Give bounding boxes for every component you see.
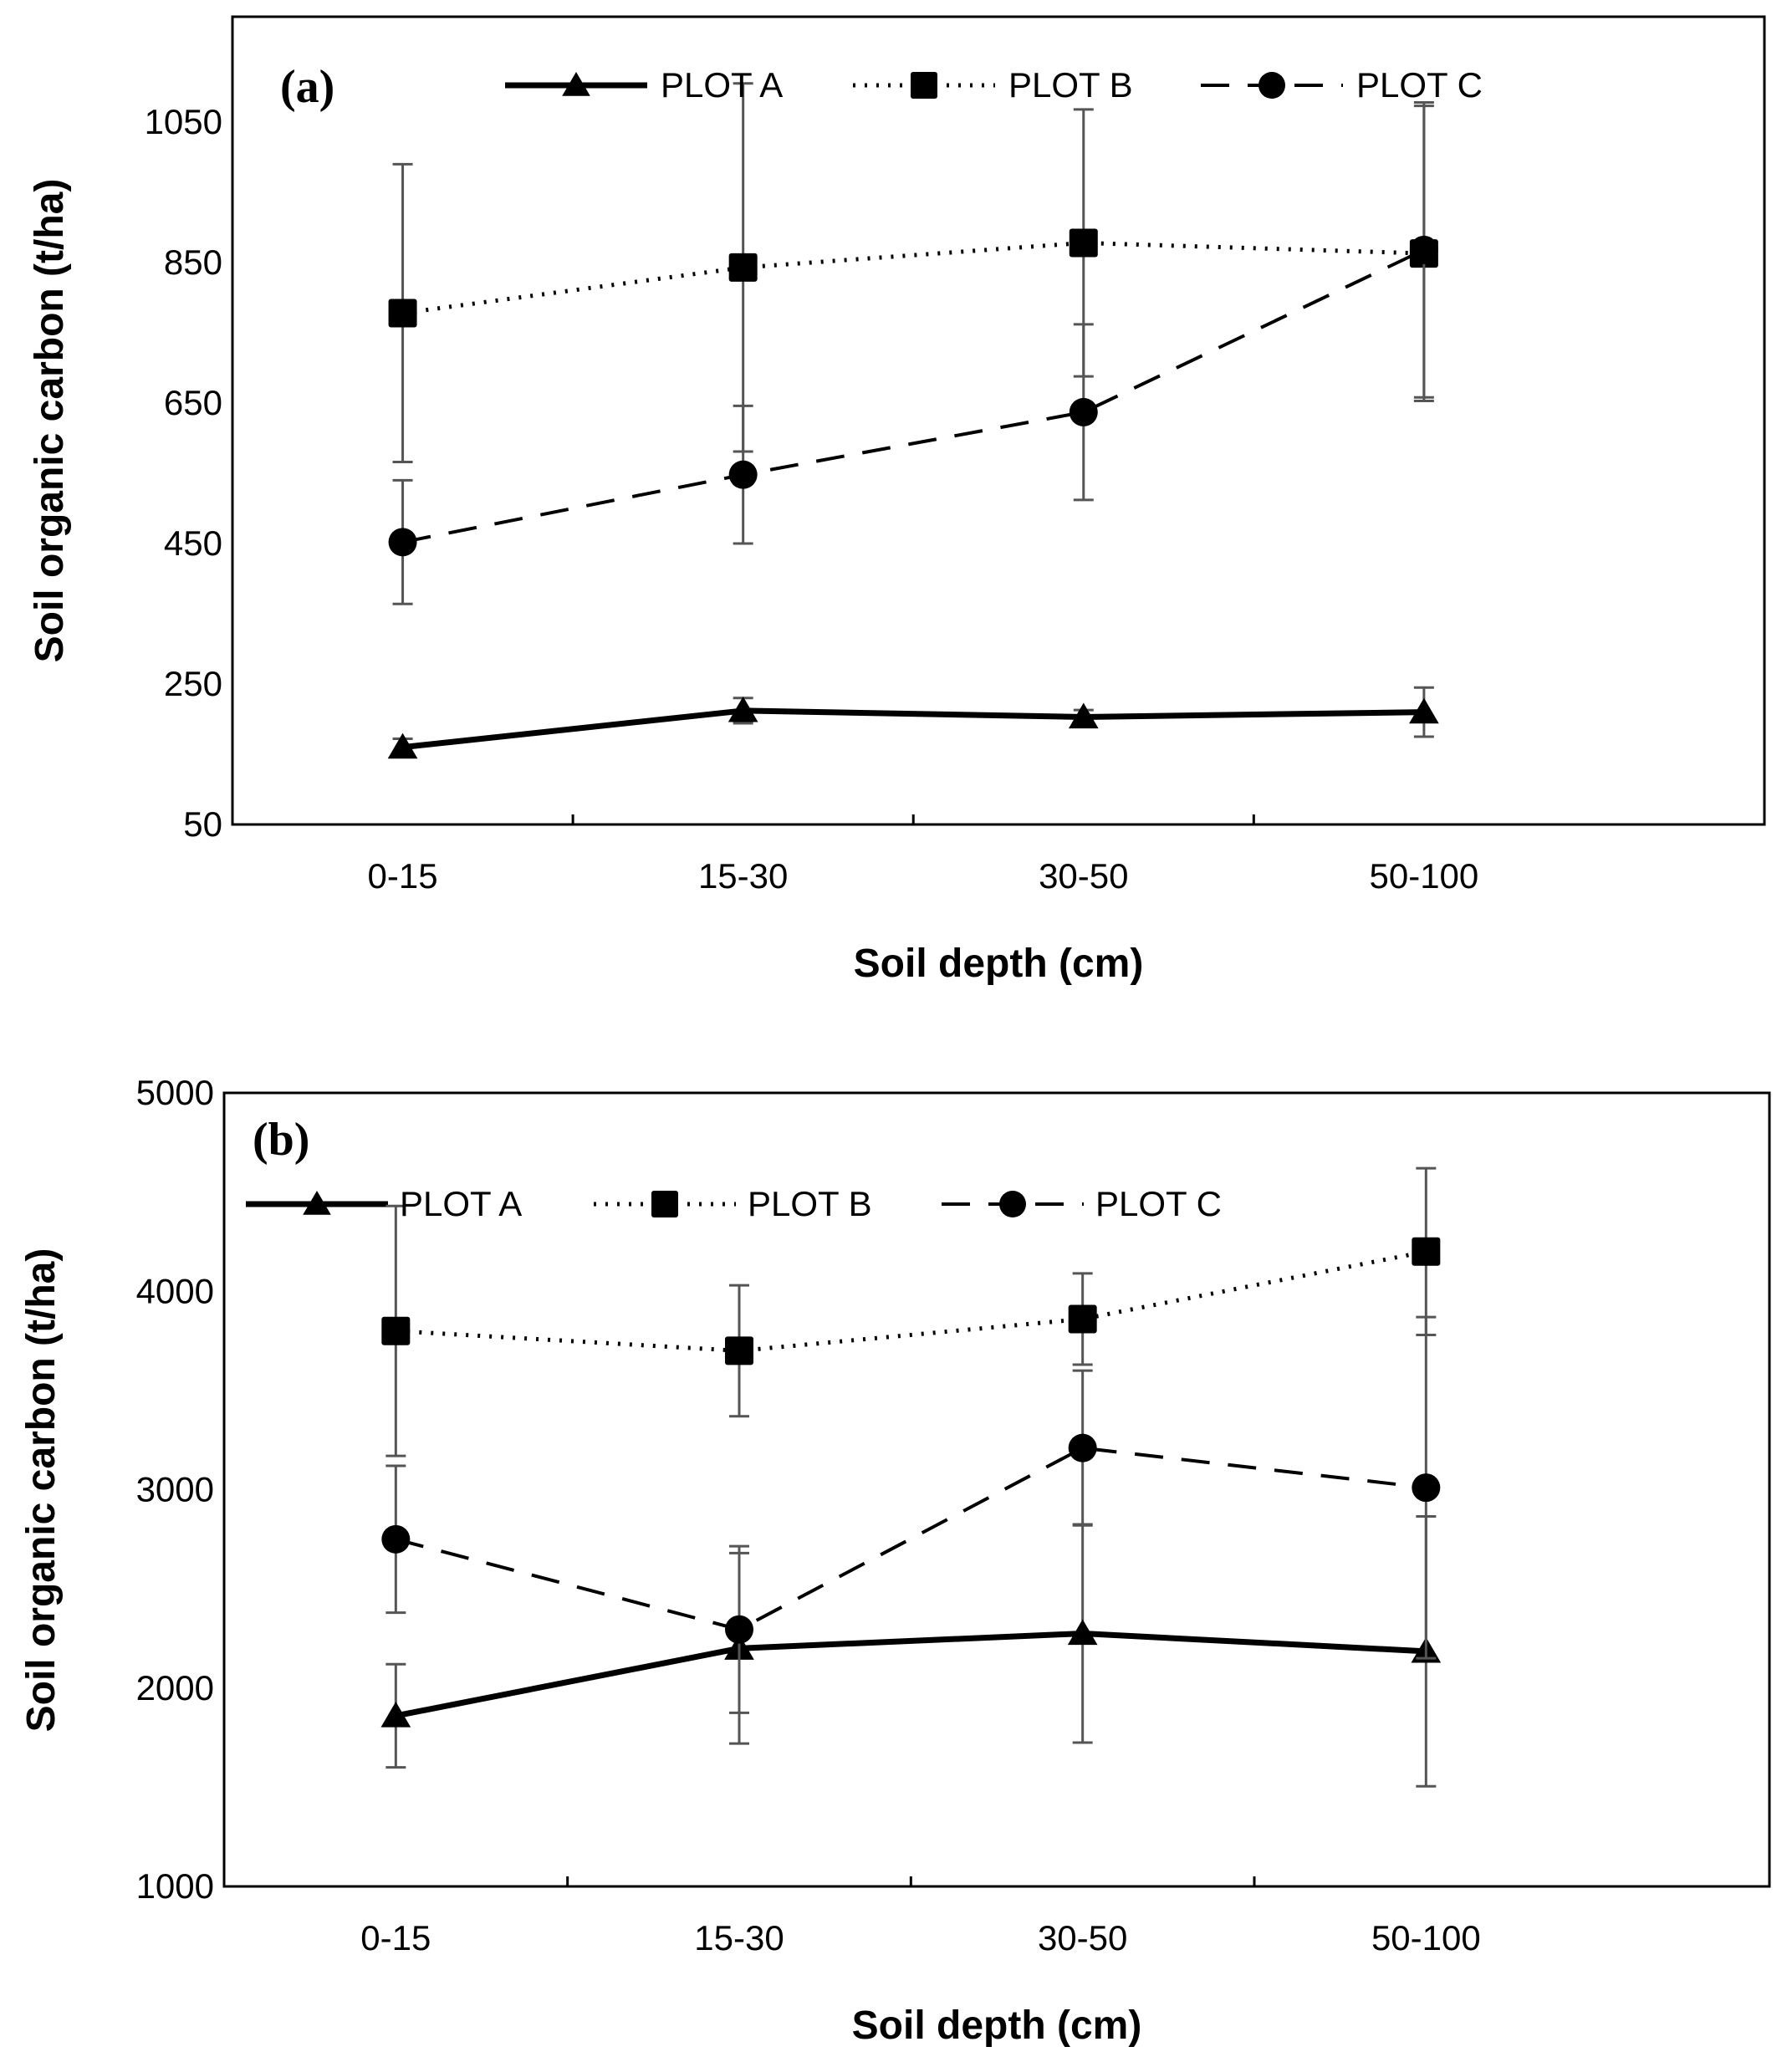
panel-b-data-point-plot-a (1067, 1619, 1098, 1646)
panel-a-data-point-plot-c (728, 460, 758, 489)
legend-a-label-plot-a: PLOT A (661, 65, 783, 105)
x-axis-title-b: Soil depth (cm) (852, 2003, 1142, 2048)
panel-a-data-point-plot-c (1069, 397, 1098, 426)
panel-a-data-point-plot-a (728, 696, 758, 722)
panel-a-data-point-plot-c (388, 528, 417, 557)
panel-a-data-point-plot-b (728, 253, 758, 282)
panel-b-legend-marker (303, 1191, 331, 1215)
panel-a-chart: 50 250 450 650 850 1050 0-15 15-30 30-50 50-100 (… (28, 15, 1766, 986)
panel-a-data-point-plot-b (388, 299, 417, 328)
panel-a-y-tick-label: 650 (164, 383, 222, 422)
panel-b-x-tick-label: 15-30 (694, 1918, 784, 1957)
panel-a-series-line-plot-b (402, 240, 1424, 315)
panel-b-legend-marker (651, 1191, 678, 1217)
y-axis-title-a: Soil organic carbon (t/ha) (28, 179, 72, 663)
panel-a-y-tick-label: 450 (164, 523, 222, 563)
panel-b-x-tick-label: 0-15 (360, 1918, 431, 1957)
panel-b-x-tick-label: 30-50 (1038, 1918, 1127, 1957)
panel-b-series-line-plot-a (395, 1631, 1427, 1719)
panel-a-data-point-plot-b (1069, 228, 1098, 258)
panel-a-series-line-plot-a (402, 707, 1424, 751)
plot-frame-a (231, 15, 1766, 826)
panel-b-data-point-plot-c (725, 1615, 753, 1644)
panel-b-y-tick-label: 4000 (136, 1271, 214, 1310)
panel-b-data-point-plot-b (1068, 1304, 1097, 1334)
panel-a-legend-marker (562, 72, 590, 96)
panel-a-x-tick-label: 15-30 (698, 856, 788, 896)
panel-a-legend-marker (911, 72, 937, 99)
panel-b-legend-marker (999, 1191, 1026, 1217)
panel-b-chart: 1000 2000 3000 4000 5000 0-15 15-30 30-50 50-100… (19, 1073, 1771, 2048)
panel-b-y-tick-label: 3000 (136, 1470, 214, 1509)
panel-b-data-point-plot-c (381, 1524, 411, 1554)
legend-a: PLOT A PLOT B PLOT C (661, 65, 1483, 105)
panel-a-y-tick-label: 1050 (145, 102, 222, 141)
panel-a-data-point-plot-a (387, 732, 418, 759)
panel-label-a: (a) (280, 61, 334, 113)
legend-b: PLOT A PLOT B PLOT C (400, 1184, 1222, 1223)
panel-a-data-point-plot-a (1068, 702, 1099, 729)
panel-a-series-line-plot-c (402, 248, 1425, 544)
panel-b-data-point-plot-a (380, 1701, 411, 1728)
panel-a-x-tick-label: 50-100 (1369, 856, 1478, 896)
panel-b-data-point-plot-c (1068, 1433, 1097, 1462)
legend-b-label-plot-c: PLOT C (1095, 1184, 1222, 1223)
panel-a-data-point-plot-c (1409, 235, 1438, 264)
legend-a-label-plot-b: PLOT B (1008, 65, 1133, 105)
panel-b-data-point-plot-c (1412, 1473, 1441, 1503)
panel-a-y-tick-label: 850 (164, 242, 222, 282)
panel-a-data-point-plot-a (1409, 697, 1439, 724)
panel-b-data-point-plot-b (381, 1316, 411, 1345)
panel-b-data-point-plot-b (1412, 1237, 1441, 1266)
panel-a-x-tick-label: 0-15 (368, 856, 438, 896)
panel-a-legend-marker (1258, 72, 1285, 99)
panel-b-x-tick-label: 50-100 (1371, 1918, 1481, 1957)
panel-b-y-tick-label: 2000 (136, 1668, 214, 1707)
plot-frame-b (222, 1091, 1771, 1888)
panel-b-y-tick-label: 5000 (136, 1073, 214, 1112)
y-axis-title-b: Soil organic carbon (t/ha) (19, 1248, 64, 1733)
panel-b-y-tick-label: 1000 (136, 1866, 214, 1906)
panel-a-y-tick-label: 50 (183, 804, 222, 844)
panel-b-data-point-plot-b (725, 1336, 753, 1365)
panel-a-y-tick-label: 250 (164, 664, 222, 703)
panel-label-b: (b) (253, 1114, 309, 1166)
legend-a-label-plot-c: PLOT C (1356, 65, 1483, 105)
legend-b-label-plot-b: PLOT B (748, 1184, 872, 1223)
x-axis-title-a: Soil depth (cm) (854, 942, 1144, 986)
panel-b-series-line-plot-b (396, 1249, 1427, 1353)
panel-b-series-line-plot-c (395, 1446, 1427, 1631)
panel-a-x-tick-label: 30-50 (1039, 856, 1128, 896)
legend-b-label-plot-a: PLOT A (400, 1184, 522, 1223)
